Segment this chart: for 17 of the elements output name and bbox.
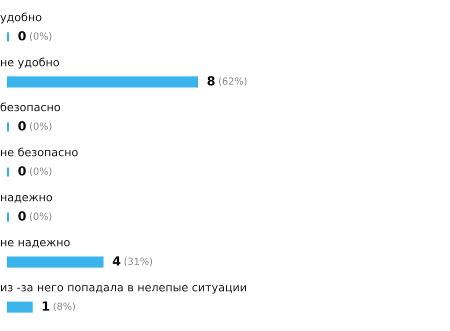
y-tick-label: безопасно [0,102,60,112]
bar [6,256,104,268]
y-tick-label: надежно [1,194,52,203]
data-label: 8 (62%) [207,76,247,86]
y-tick-label: удобно [0,12,42,24]
data-label: 0 (0%) [18,31,52,41]
bar [6,302,33,313]
data-label: 0 (0%) [18,121,52,131]
y-tick-label: не безопасно [1,148,78,156]
y-tick-label: из -за него попадала в нелепые ситуации [1,285,246,294]
data-label: 4 (31%) [112,256,152,266]
y-tick-label: не удобно [1,58,59,69]
bar [6,76,198,88]
data-label: 0 (0%) [18,166,52,176]
y-tick-label: не надежно [1,240,70,248]
data-label: 1 (8%) [42,301,75,312]
data-label: 0 (0%) [18,211,52,222]
